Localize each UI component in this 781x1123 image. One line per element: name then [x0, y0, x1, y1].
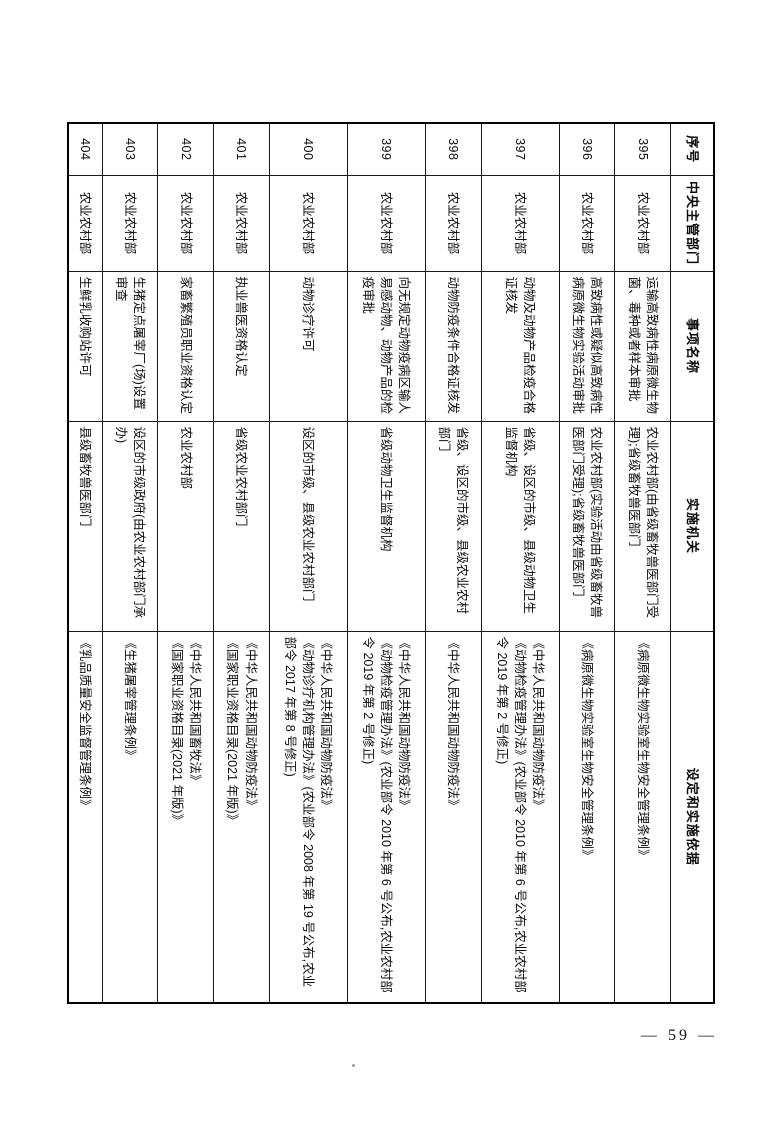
cell-seq: 397	[480, 122, 559, 175]
cell-basis: 《生猪屠宰管理条例》	[101, 630, 158, 1003]
cell-basis: 《病原微生物实验室生物安全管理条例》	[558, 630, 615, 1003]
cell-seq: 404	[67, 122, 102, 175]
basis-line: 《病原微生物实验室生物安全管理条例》	[635, 636, 650, 862]
column-header-item-name: 事项名称	[670, 270, 714, 421]
cell-item-name: 动物防疫条件合格证核发	[424, 270, 481, 421]
cell-basis: 《中华人民共和国畜牧法》 《国家职业资格目录(2021 年版)》	[157, 630, 214, 1003]
folio-dash-right: —	[698, 1027, 717, 1044]
table-row: 398 农业农村部 动物防疫条件合格证核发 省级、设区的市级、县级农业农村部门《中华人…	[424, 122, 481, 1003]
basis-line: 《生猪屠宰管理条例》	[122, 636, 137, 762]
administrative-license-table: 序号 中央主管部门 事项名称 实施机关 设定和实施依据 395 农业农村部 运输高致…	[66, 121, 715, 1004]
cell-agency: 省级、设区的市级、县级动物卫生监督机构	[480, 420, 559, 631]
cell-central-dept: 农业农村部	[213, 174, 269, 271]
cell-agency: 设区的市级政府(由农业农村部门承办)	[101, 420, 158, 631]
cell-basis: 《中华人民共和国动物防疫法》 《动物检疫管理办法》(农业部令 2010 年第 6 …	[346, 630, 425, 1003]
cell-seq: 402	[157, 122, 214, 175]
table-row: 400 农业农村部 动物诊疗许可 设区的市级、县级农业农村部门 《中华人民共和国动物防疫…	[268, 122, 347, 1003]
table-row: 404 农业农村部 生鲜乳收购站许可 县级畜牧兽医部门《乳品质量安全监督管理条例》	[67, 122, 102, 1003]
scan-speck	[352, 1064, 355, 1067]
basis-line: 《中华人民共和国动物防疫法》	[530, 636, 545, 812]
cell-central-dept: 农业农村部	[558, 174, 615, 271]
basis-line: 《中华人民共和国动物防疫法》	[318, 636, 333, 812]
cell-agency: 省级、设区的市级、县级农业农村部门	[424, 420, 481, 631]
table-row: 397 农业农村部 动物及动物产品检疫合格证核发 省级、设区的市级、县级动物卫生监督机…	[480, 122, 559, 1003]
table-row: 395 农业农村部 运输高致病性病原微生物菌、毒种或者样本审批 农业农村部(由省级畜牧…	[614, 122, 670, 1003]
cell-seq: 400	[268, 122, 347, 175]
folio-dash-left: —	[641, 1027, 660, 1044]
cell-seq: 395	[614, 122, 670, 175]
cell-basis: 《病原微生物实验室生物安全管理条例》	[614, 630, 670, 1003]
basis-line: 《国家职业资格目录(2021 年版)》	[224, 636, 239, 826]
cell-item-name: 家畜繁殖员职业资格认定	[157, 270, 214, 421]
cell-seq: 399	[346, 122, 425, 175]
basis-line: 《乳品质量安全监督管理条例》	[77, 636, 92, 812]
table-body: 395 农业农村部 运输高致病性病原微生物菌、毒种或者样本审批 农业农村部(由省级畜牧…	[67, 122, 670, 1003]
cell-item-name: 动物及动物产品检疫合格证核发	[480, 270, 559, 421]
column-header-central-dept: 中央主管部门	[670, 174, 714, 271]
basis-line: 《国家职业资格目录(2021 年版)》	[169, 636, 184, 826]
cell-item-name: 生鲜乳收购站许可	[67, 270, 102, 421]
cell-central-dept: 农业农村部	[614, 174, 670, 271]
basis-line: 《动物检疫管理办法》(农业部令 2010 年第 6 号公布,农业农村部令 201…	[360, 636, 393, 993]
header-row: 序号 中央主管部门 事项名称 实施机关 设定和实施依据	[670, 122, 714, 1003]
basis-line: 《病原微生物实验室生物安全管理条例》	[579, 636, 594, 862]
cell-central-dept: 农业农村部	[424, 174, 481, 271]
table-row: 401 农业农村部 执业兽医资格认定 省级农业农村部门 《中华人民共和国动物防疫法》 《国…	[213, 122, 269, 1003]
cell-item-name: 动物诊疗许可	[268, 270, 347, 421]
page-folio: — 59 —	[633, 1027, 725, 1045]
basis-line: 《动物诊疗机构管理办法》(农业部令 2008 年第 19 号公布,农业部令 20…	[282, 636, 315, 987]
cell-agency: 农业农村部(由省级畜牧兽医部门受理);省级畜牧兽医部门	[614, 420, 670, 631]
cell-seq: 403	[101, 122, 158, 175]
column-header-seq: 序号	[670, 122, 714, 175]
cell-agency: 设区的市级、县级农业农村部门	[268, 420, 347, 631]
cell-basis: 《中华人民共和国动物防疫法》	[424, 630, 481, 1003]
cell-item-name: 运输高致病性病原微生物菌、毒种或者样本审批	[614, 270, 670, 421]
folio-number: 59	[668, 1027, 690, 1044]
cell-seq: 398	[424, 122, 481, 175]
table-row: 402 农业农村部 家畜繁殖员职业资格认定 农业农村部 《中华人民共和国畜牧法》 《国家职…	[157, 122, 214, 1003]
column-header-agency: 实施机关	[670, 420, 714, 631]
cell-basis: 《中华人民共和国动物防疫法》 《国家职业资格目录(2021 年版)》	[213, 630, 269, 1003]
cell-item-name: 生猪定点屠宰厂(场)设置审查	[101, 270, 158, 421]
cell-agency: 省级动物卫生监督机构	[346, 420, 425, 631]
cell-item-name: 高致病性或疑似高致病性病原微生物实验活动审批	[558, 270, 615, 421]
cell-basis: 《中华人民共和国动物防疫法》 《动物检疫管理办法》(农业部令 2010 年第 6 …	[480, 630, 559, 1003]
cell-central-dept: 农业农村部	[268, 174, 347, 271]
basis-line: 《动物检疫管理办法》(农业部令 2010 年第 6 号公布,农业农村部令 201…	[494, 636, 527, 993]
cell-item-name: 执业兽医资格认定	[213, 270, 269, 421]
cell-basis: 《中华人民共和国动物防疫法》 《动物诊疗机构管理办法》(农业部令 2008 年第 …	[268, 630, 347, 1003]
basis-line: 《中华人民共和国畜牧法》	[187, 636, 202, 787]
basis-line: 《中华人民共和国动物防疫法》	[445, 636, 460, 812]
cell-item-name: 向无规定动物疫病区输人易感动物、动物产品的检疫审批	[346, 270, 425, 421]
table-row: 396 农业农村部 高致病性或疑似高致病性病原微生物实验活动审批 农业农村部(实验活动…	[558, 122, 615, 1003]
basis-line: 《中华人民共和国动物防疫法》	[396, 636, 411, 812]
column-header-basis: 设定和实施依据	[670, 630, 714, 1003]
cell-agency: 县级畜牧兽医部门	[67, 420, 102, 631]
cell-seq: 401	[213, 122, 269, 175]
table-row: 403 农业农村部 生猪定点屠宰厂(场)设置审查 设区的市级政府(由农业农村部门承办)…	[101, 122, 158, 1003]
cell-agency: 农业农村部(实验活动由省级畜牧兽医部门受理);省级畜牧兽医部门	[558, 420, 615, 631]
table-header: 序号 中央主管部门 事项名称 实施机关 设定和实施依据	[670, 122, 714, 1003]
cell-central-dept: 农业农村部	[480, 174, 559, 271]
basis-line: 《中华人民共和国动物防疫法》	[243, 636, 258, 812]
cell-central-dept: 农业农村部	[157, 174, 214, 271]
rotated-table-host: 序号 中央主管部门 事项名称 实施机关 设定和实施依据 395 农业农村部 运输高致…	[66, 121, 715, 1004]
cell-seq: 396	[558, 122, 615, 175]
cell-central-dept: 农业农村部	[67, 174, 102, 271]
cell-agency: 农业农村部	[157, 420, 214, 631]
cell-central-dept: 农业农村部	[346, 174, 425, 271]
cell-central-dept: 农业农村部	[101, 174, 158, 271]
cell-basis: 《乳品质量安全监督管理条例》	[67, 630, 102, 1003]
table-row: 399 农业农村部 向无规定动物疫病区输人易感动物、动物产品的检疫审批 省级动物卫生监…	[346, 122, 425, 1003]
cell-agency: 省级农业农村部门	[213, 420, 269, 631]
